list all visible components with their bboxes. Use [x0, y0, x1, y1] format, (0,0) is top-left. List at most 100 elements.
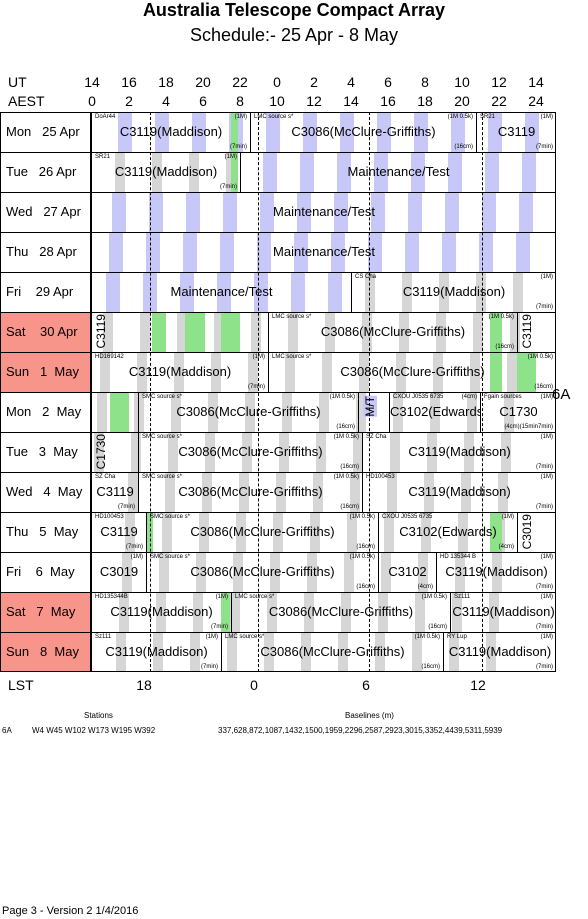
maintenance-band: [448, 152, 462, 192]
lst-band: [436, 312, 446, 352]
block-label: C3119: [520, 314, 534, 349]
schedule-block: Maintenance/Test: [92, 192, 556, 232]
maintenance-band: [445, 192, 459, 232]
time-info: (16cm): [495, 344, 514, 350]
lst-band: [270, 552, 280, 592]
ut-tick: 10: [454, 74, 470, 90]
time-info: (7min): [117, 504, 135, 510]
day-label: Tue 26 Apr: [0, 152, 91, 192]
reconfig-band: [221, 312, 240, 352]
schedule-row: Wed 4 May C3119 SZ Cha (7min) C3086(McClure-…: [0, 472, 556, 512]
lst-band: [122, 552, 132, 592]
aest-label: AEST: [8, 93, 45, 109]
lst-band: [168, 432, 178, 472]
maintenance-band: [112, 192, 126, 232]
lst-band: [412, 632, 422, 672]
lst-band: [313, 472, 323, 512]
lst-band: [279, 432, 289, 472]
band-info: (1M): [540, 474, 553, 480]
block-label: Maintenance/Test: [347, 164, 450, 179]
lst-band: [350, 472, 360, 512]
lst-band: [461, 472, 471, 512]
lst-band: [134, 392, 144, 432]
aest-tick: 0: [88, 93, 96, 109]
band-info: (1M): [205, 634, 218, 640]
maintenance-band: [374, 152, 388, 192]
time-info: (16cm): [454, 144, 473, 150]
schedule-row: Wed 27 Apr Maintenance/Test: [0, 192, 556, 232]
lst-band: [319, 392, 329, 432]
source-name: Fgain sources: [484, 394, 522, 400]
maintenance-band: [146, 232, 160, 272]
lst-band: [214, 312, 224, 352]
schedule-block: C3086(McClure-Griffiths) LMC source s* (1M…: [268, 312, 517, 352]
lst-band: [439, 272, 449, 312]
block-label: C3119(Maddison): [402, 284, 506, 299]
ut-tick: 0: [273, 74, 281, 90]
day-label: Sat 30 Apr: [0, 312, 91, 352]
band-info: (1M 0.5k): [488, 314, 514, 320]
source-name: SMC source s*: [142, 434, 183, 440]
schedule-block: C3102(Edwards) CXOU J0535 6735 (4cm): [389, 392, 480, 432]
block-label: C3119(Maddison): [448, 644, 552, 659]
lst-band: [504, 392, 514, 432]
row-divider: [0, 352, 556, 353]
source-name: RY Lup: [447, 634, 467, 640]
schedule-row: Fri 6 May C3019 (1M) C3086(McClure-Griffith…: [0, 552, 556, 592]
maintenance-band: [223, 192, 237, 232]
maintenance-band: [260, 192, 274, 232]
lst-band: [115, 152, 125, 192]
schedule-row: Thu 5 May C3119 HD100453 (7min) C3086(McClur…: [0, 512, 556, 552]
maintenance-band: [519, 192, 533, 232]
lst-band: [473, 312, 483, 352]
lst-band: [424, 472, 434, 512]
schedule-block: C3086(McClure-Griffiths) LMC source s* (1M…: [231, 592, 450, 632]
day-label: Mon 2 May: [0, 392, 91, 432]
schedule-row: Sat 7 May C3119(Maddison) HD135344B (1M) (7m…: [0, 592, 556, 632]
block-label: C1730: [94, 434, 108, 470]
time-info: (7min): [535, 504, 553, 510]
lst-band: [489, 592, 499, 632]
schedule-block: C3086(McClure-Griffiths) LMC source s* (1M…: [250, 112, 476, 152]
band-info: (1M): [540, 634, 553, 640]
band-info: (1M): [234, 114, 247, 120]
time-info: (16cm): [534, 384, 553, 390]
lst-band: [233, 552, 243, 592]
row-divider: [0, 392, 556, 393]
lst-band: [251, 312, 261, 352]
lst-band: [288, 312, 298, 352]
time-info: (7min): [535, 304, 553, 310]
lst-band: [402, 272, 412, 312]
lst-band: [310, 512, 320, 552]
block-label: C3119(Maddison): [445, 564, 548, 579]
lst-band: [100, 352, 110, 392]
schedule-block: C3119: [517, 312, 556, 352]
lst-band: [152, 152, 162, 192]
schedule-block: C3086(McClure-Griffiths) SMC source s* (1M…: [146, 512, 378, 552]
lst-band: [344, 552, 354, 592]
source-name: Sz111: [454, 594, 471, 600]
source-name: HD169142: [95, 354, 124, 360]
lst-band: [119, 592, 129, 632]
lst-band: [193, 592, 203, 632]
maintenance-band: [254, 272, 268, 312]
lst-band: [196, 552, 206, 592]
maintenance-band: [303, 112, 317, 152]
block-label: C3119(Maddison): [119, 124, 223, 139]
block-label: C3119: [94, 314, 108, 349]
lst-line: [258, 112, 259, 672]
array-config: 6A: [552, 386, 571, 403]
row-divider: [0, 512, 556, 513]
lst-band: [301, 632, 311, 672]
schedule-block: C3119 HD100453 (7min): [92, 512, 146, 552]
maintenance-band: [297, 192, 311, 232]
source-name: SZ Cha: [95, 474, 116, 480]
lst-tick: 18: [136, 677, 152, 693]
time-info: (16cm): [356, 544, 375, 550]
lst-band: [464, 432, 474, 472]
maintenance-band: [300, 152, 314, 192]
time-info: (16cm): [340, 504, 359, 510]
schedule-block: C3086(McClure-Griffiths) SMC source s* (1M…: [138, 432, 362, 472]
maintenance-band: [266, 112, 280, 152]
block-label: C3086(McClure-Griffiths): [178, 444, 323, 459]
